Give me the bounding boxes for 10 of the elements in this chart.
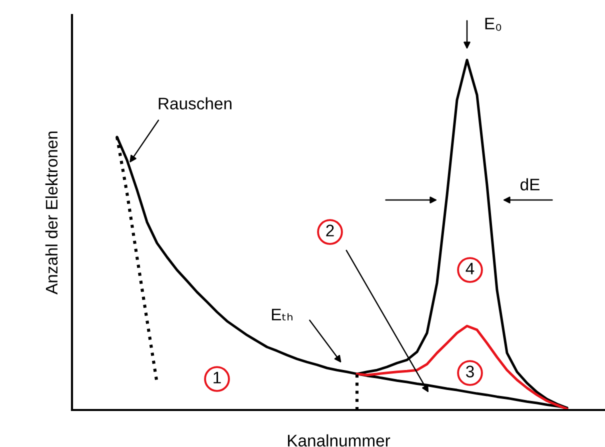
annotation: dE <box>520 178 540 190</box>
annotation: 4 <box>466 262 474 274</box>
y-axis-title: Anzahl der Elektronen <box>45 132 58 294</box>
annotation: Rauschen <box>158 97 232 110</box>
annotation: Eₜₕ <box>272 308 292 320</box>
annotation: 1 <box>214 372 221 384</box>
annotation: 3 <box>466 366 474 378</box>
x-axis-title: Kanalnummer <box>288 434 390 447</box>
text: E₀ <box>485 18 502 31</box>
annotation: 2 <box>326 224 334 236</box>
